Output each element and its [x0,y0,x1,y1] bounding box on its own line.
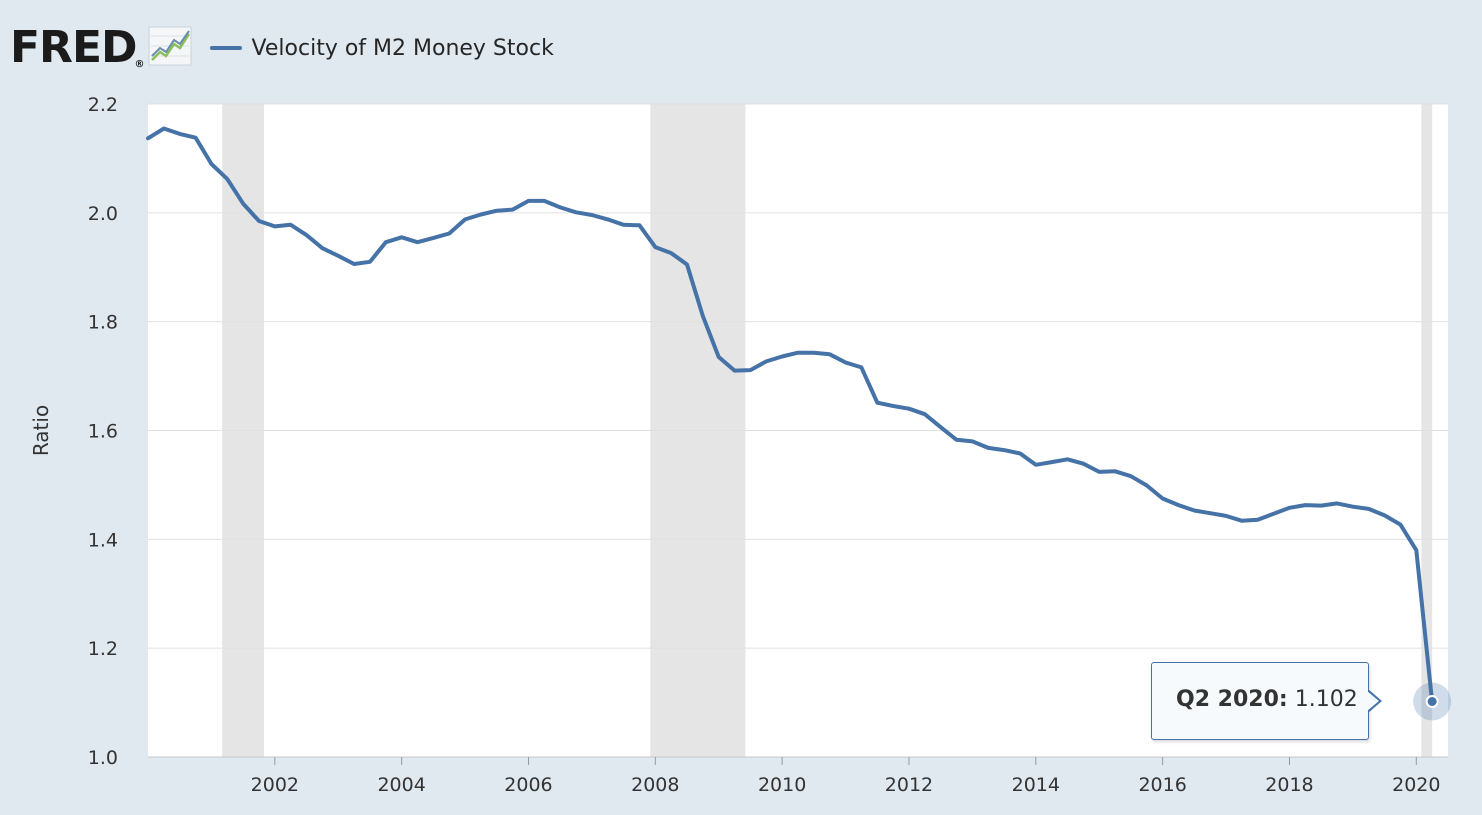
x-tick-label: 2012 [885,774,933,796]
legend[interactable]: Velocity of M2 Money Stock [209,35,554,61]
y-axis-title: Ratio [29,405,53,456]
x-tick-label: 2014 [1012,774,1060,796]
chart-header: FRED® Velocity of M2 Money Stock [10,18,554,78]
y-tick-label: 1.0 [88,747,118,769]
x-tick-label: 2016 [1138,774,1186,796]
y-tick-label: 1.2 [88,638,118,660]
fred-logo[interactable]: FRED® [10,26,145,70]
x-tick-label: 2018 [1265,774,1313,796]
x-tick-label: 2010 [758,774,806,796]
x-tick-label: 2020 [1392,774,1440,796]
x-tick-label: 2008 [631,774,679,796]
fred-logo-registered-mark: ® [134,59,145,70]
tooltip-value: 1.102 [1294,687,1358,712]
x-tick-label: 2004 [377,774,425,796]
legend-swatch [209,46,242,50]
x-tick-label: 2002 [251,774,299,796]
tooltip-date: Q2 2020: [1176,687,1288,712]
y-tick-label: 2.0 [88,203,118,225]
series-line-0 [146,126,1435,704]
highlight-point [1425,694,1439,708]
legend-label: Velocity of M2 Money Stock [251,35,554,61]
y-tick-label: 1.4 [88,529,118,551]
x-tick-label: 2006 [504,774,552,796]
fred-logo-text: FRED [10,22,138,73]
tooltip: Q2 2020: 1.102 [1151,662,1382,740]
y-tick-label: 1.8 [88,312,118,334]
y-tick-label: 1.6 [88,421,118,443]
line-chart-icon [148,26,192,71]
y-tick-label: 2.2 [88,94,118,116]
